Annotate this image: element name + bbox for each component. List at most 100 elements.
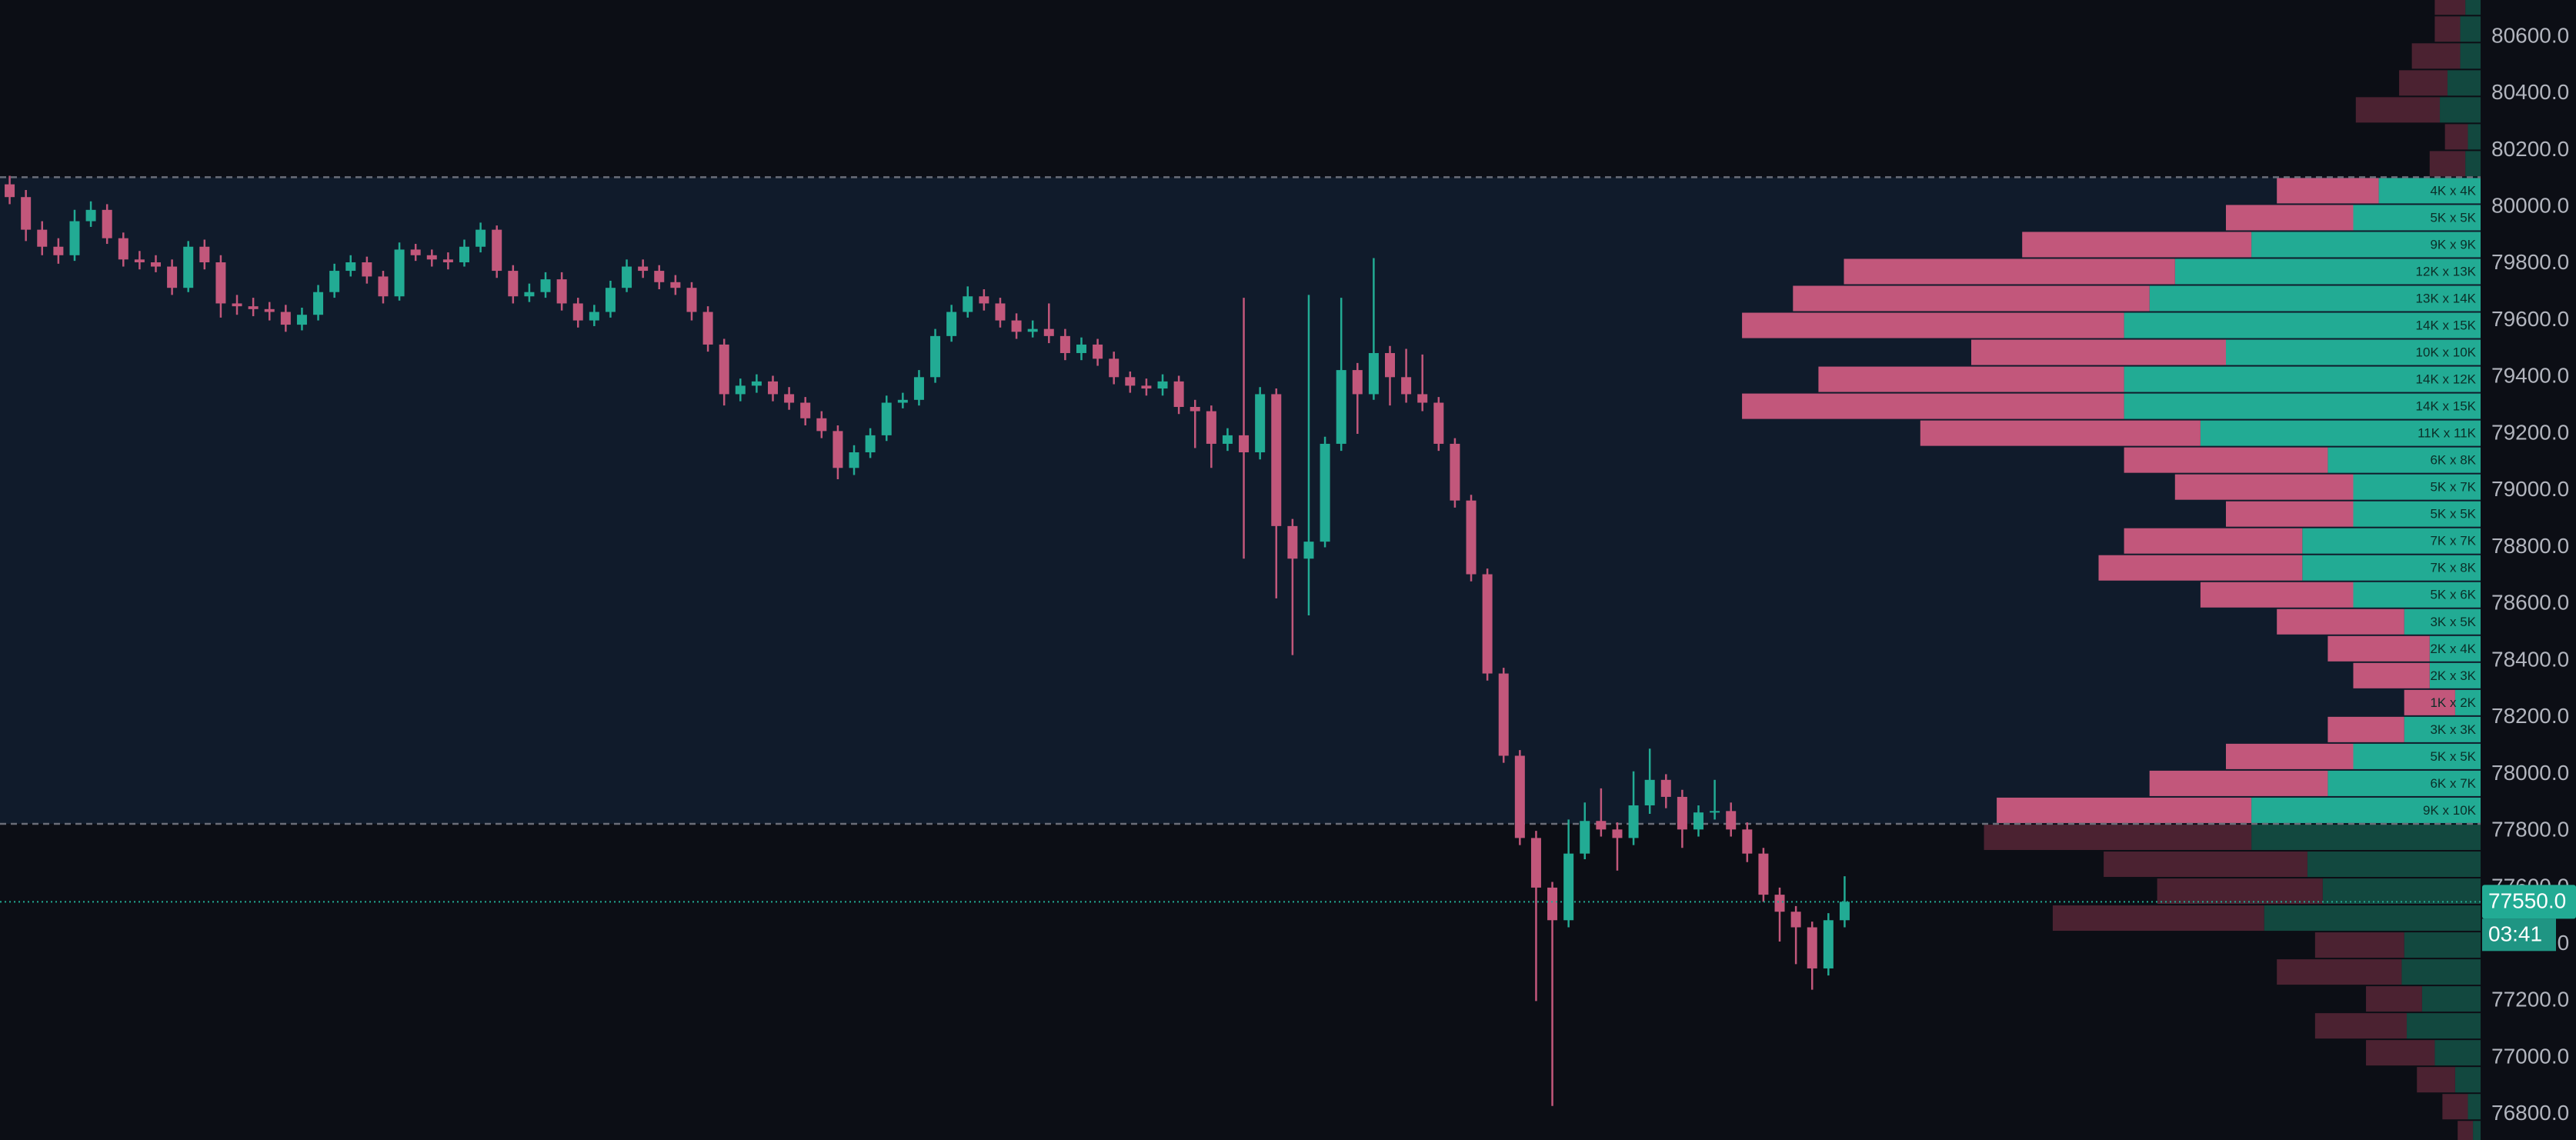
candle-body xyxy=(426,255,437,260)
y-tick-label: 79800.0 xyxy=(2491,250,2569,274)
candle-body xyxy=(1271,394,1282,526)
candle-body xyxy=(1790,912,1801,928)
candle-body xyxy=(5,184,15,198)
candle-body xyxy=(1839,902,1850,921)
candle-body xyxy=(1368,352,1379,395)
candle-body xyxy=(151,262,161,267)
candle-body xyxy=(1758,853,1769,895)
profile-sell xyxy=(2174,474,2354,500)
candle-body xyxy=(654,271,665,282)
profile-buy xyxy=(2465,151,2481,177)
profile-label: 2K x 4K xyxy=(2430,642,2476,656)
countdown: 03:41 xyxy=(2488,922,2542,946)
y-tick-label: 79400.0 xyxy=(2491,364,2569,388)
y-tick-label: 80400.0 xyxy=(2491,80,2569,104)
profile-sell xyxy=(2226,501,2354,527)
candle-body xyxy=(1190,407,1200,412)
profile-sell xyxy=(1984,824,2252,850)
candle-body xyxy=(849,452,859,468)
candle-body xyxy=(979,296,989,304)
profile-buy xyxy=(2200,420,2481,446)
profile-buy xyxy=(2473,1121,2481,1140)
y-tick-label: 77200.0 xyxy=(2491,988,2569,1012)
profile-buy xyxy=(2454,689,2481,715)
y-tick-label: 77800.0 xyxy=(2491,818,2569,842)
profile-sell xyxy=(2458,1121,2474,1140)
candle-body xyxy=(1612,829,1623,838)
candle-body xyxy=(589,312,599,321)
candle-body xyxy=(540,279,551,292)
y-tick-label: 79600.0 xyxy=(2491,307,2569,331)
profile-sell xyxy=(2314,1013,2407,1039)
candle-body xyxy=(1011,320,1022,332)
profile-buy xyxy=(2447,70,2481,96)
candle-body xyxy=(1580,821,1590,854)
profile-buy xyxy=(2353,501,2481,527)
profile-buy xyxy=(2353,205,2481,231)
profile-buy xyxy=(2251,824,2481,850)
profile-buy xyxy=(2468,1094,2481,1120)
candle-body xyxy=(1222,435,1233,444)
candle-body xyxy=(329,271,340,292)
profile-buy xyxy=(2353,582,2481,608)
candle-body xyxy=(1157,381,1168,389)
candle-body xyxy=(735,385,746,395)
candle-body xyxy=(475,229,486,247)
candle-body xyxy=(897,399,908,403)
candle-body xyxy=(702,312,713,345)
profile-label: 3K x 3K xyxy=(2430,722,2476,737)
profile-buy xyxy=(2401,959,2481,985)
profile-buy xyxy=(2429,662,2481,688)
profile-buy xyxy=(2124,366,2481,392)
profile-label: 6K x 7K xyxy=(2430,776,2476,791)
profile-sell xyxy=(1920,420,2201,446)
profile-label: 13K x 14K xyxy=(2416,291,2477,305)
profile-buy xyxy=(2378,178,2481,204)
candle-body xyxy=(1320,443,1330,542)
profile-label: 4K x 4K xyxy=(2430,183,2476,198)
candle-body xyxy=(638,266,649,272)
candle-body xyxy=(215,262,226,304)
profile-buy xyxy=(2454,1067,2481,1093)
profile-buy xyxy=(2251,797,2481,823)
candle-body xyxy=(524,292,535,297)
candle-body xyxy=(508,271,519,297)
profile-sell xyxy=(2327,716,2404,742)
candle-body xyxy=(1693,812,1703,830)
candle-body xyxy=(459,246,469,263)
candle-body xyxy=(1239,435,1250,453)
profile-buy xyxy=(2407,1013,2481,1039)
profile-buy xyxy=(2421,986,2481,1012)
candle-body xyxy=(1076,344,1086,353)
profile-sell xyxy=(2098,555,2303,581)
profile-sell xyxy=(1742,393,2124,419)
profile-label: 12K x 13K xyxy=(2416,264,2477,278)
profile-label: 7K x 8K xyxy=(2430,561,2476,575)
profile-sell xyxy=(2277,178,2379,204)
candle-body xyxy=(1563,853,1574,921)
profile-label: 11K x 11K xyxy=(2418,426,2477,441)
candle-body xyxy=(492,229,502,272)
profile-buy xyxy=(2465,0,2481,15)
candle-body xyxy=(1043,328,1054,336)
candle-body xyxy=(1482,574,1493,674)
profile-buy xyxy=(2327,447,2481,473)
profile-sell xyxy=(1793,285,2150,312)
profile-label: 5K x 5K xyxy=(2430,507,2476,522)
candle-body xyxy=(881,402,892,435)
candle-body xyxy=(833,431,843,468)
profile-sell xyxy=(2366,1040,2435,1066)
y-tick-label: 80600.0 xyxy=(2491,23,2569,47)
profile-buy xyxy=(2149,285,2481,312)
candle-body xyxy=(134,259,145,263)
candle-body xyxy=(1109,358,1119,378)
candle-body xyxy=(963,296,973,312)
profile-sell xyxy=(2022,232,2252,258)
y-tick-label: 78000.0 xyxy=(2491,761,2569,785)
candle-body xyxy=(1466,500,1477,575)
y-tick-label: 76800.0 xyxy=(2491,1101,2569,1125)
candle-body xyxy=(167,266,178,288)
profile-buy xyxy=(2353,474,2481,500)
